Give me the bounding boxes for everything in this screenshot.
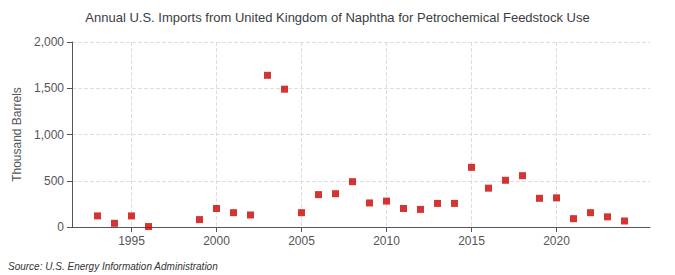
svg-text:2015: 2015 <box>458 234 485 248</box>
svg-text:1,500: 1,500 <box>34 81 64 95</box>
svg-text:2000: 2000 <box>203 234 230 248</box>
svg-text:Thousand Barrels: Thousand Barrels <box>10 87 24 182</box>
svg-text:Source: U.S. Energy Informatio: Source: U.S. Energy Information Administ… <box>8 261 218 272</box>
svg-text:Annual U.S. Imports from Unite: Annual U.S. Imports from United Kingdom … <box>85 10 589 25</box>
svg-text:1,000: 1,000 <box>34 128 64 142</box>
svg-text:2,000: 2,000 <box>34 35 64 49</box>
svg-text:2010: 2010 <box>373 234 400 248</box>
svg-text:1995: 1995 <box>118 234 145 248</box>
svg-text:500: 500 <box>44 174 64 188</box>
svg-text:2020: 2020 <box>543 234 570 248</box>
svg-text:0: 0 <box>57 220 64 234</box>
svg-text:2005: 2005 <box>288 234 315 248</box>
